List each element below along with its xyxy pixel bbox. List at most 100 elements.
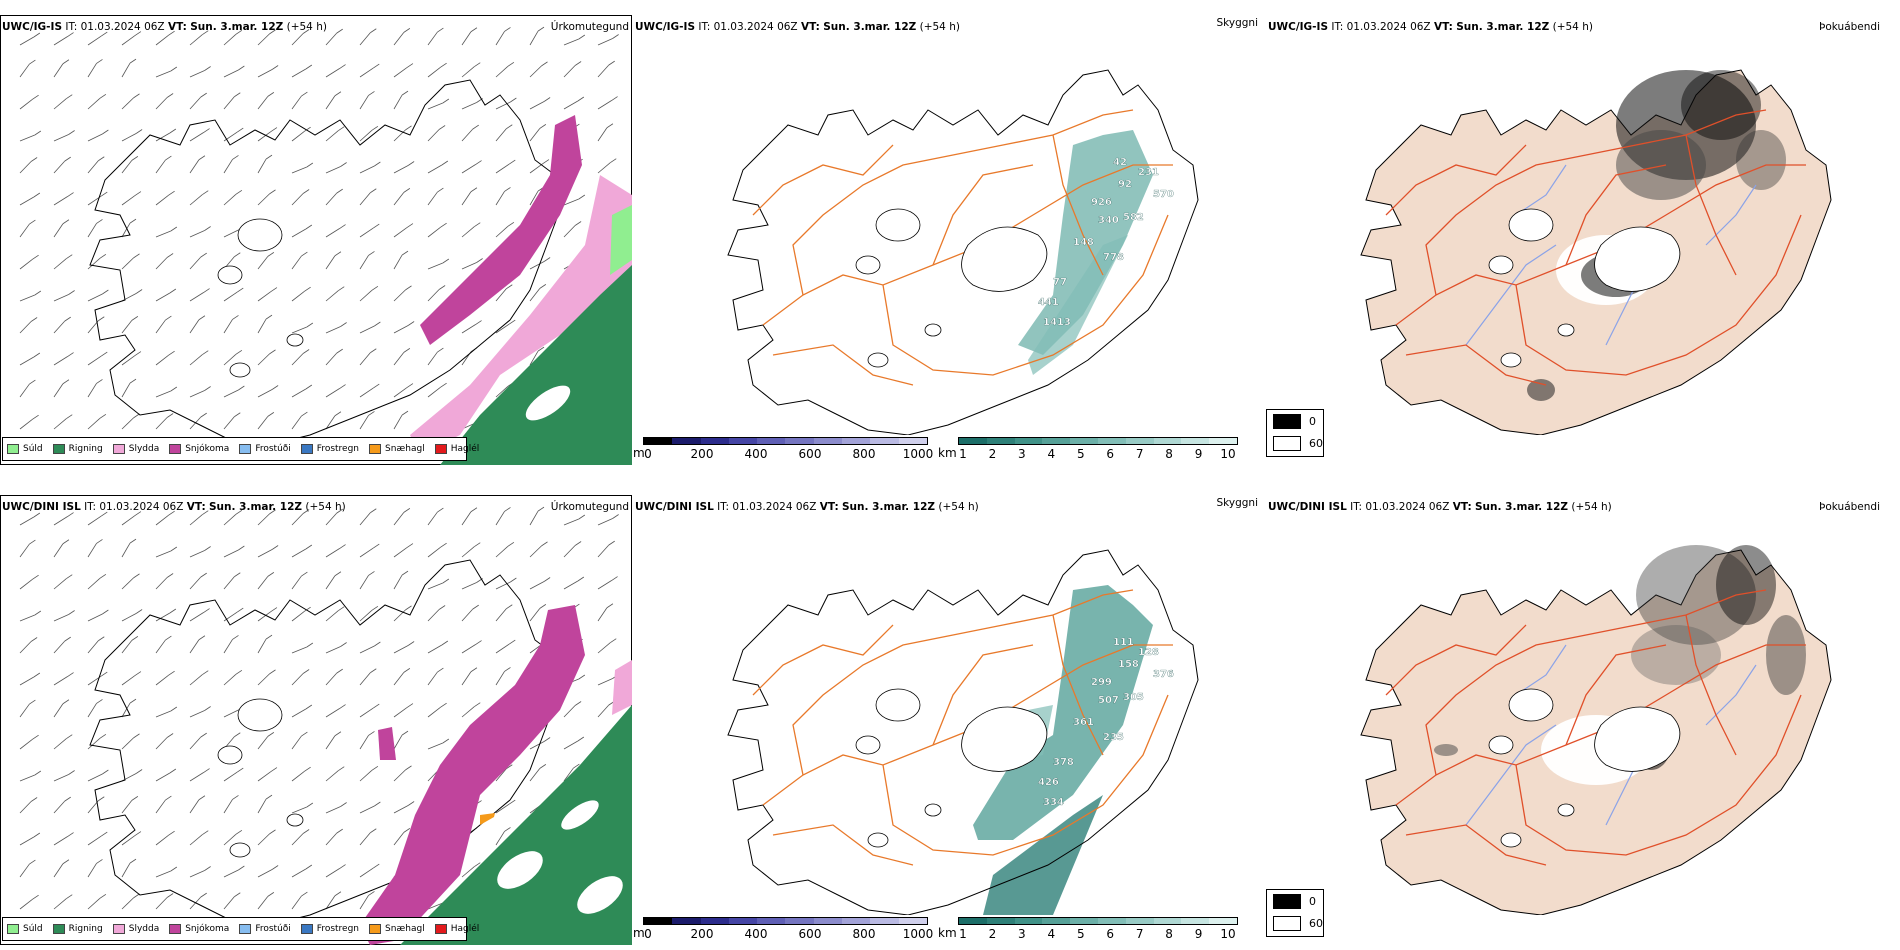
wind-barb xyxy=(189,132,204,142)
wind-barb xyxy=(87,863,97,878)
colorbar-m-unit: m xyxy=(633,926,645,940)
wind-barb xyxy=(257,736,269,750)
wind-barb xyxy=(359,227,374,238)
wind-barb xyxy=(53,294,69,302)
wind-barb xyxy=(19,738,33,750)
wind-barb-feather xyxy=(339,544,346,549)
wind-barb-feather xyxy=(170,386,178,392)
wind-barb-feather xyxy=(200,572,207,578)
wind-barb xyxy=(427,671,438,686)
wind-barb xyxy=(427,66,441,78)
colorbar-segment xyxy=(728,918,758,924)
colorbar-segment xyxy=(672,438,701,444)
wind-barb xyxy=(461,866,475,878)
wind-barb xyxy=(529,190,539,206)
wind-barb-feather xyxy=(470,27,478,33)
wind-barb xyxy=(325,708,340,718)
wind-barb xyxy=(87,773,103,782)
wind-barb-feather xyxy=(238,865,245,871)
wind-barb-feather xyxy=(368,411,375,416)
road xyxy=(752,144,894,216)
road xyxy=(932,164,1034,266)
wind-barb xyxy=(121,542,131,558)
wind-barb-feather xyxy=(334,571,342,577)
wind-barb-feather xyxy=(305,384,313,390)
wind-barb-feather xyxy=(573,763,580,769)
panel-header: UWC/IG-IS IT: 01.03.2024 06Z VT: Sun. 3.… xyxy=(635,21,960,33)
road xyxy=(1685,614,1737,756)
wind-barb xyxy=(257,673,270,686)
wind-barb xyxy=(223,673,237,686)
wind-barb xyxy=(223,319,233,334)
wind-barb-feather xyxy=(442,578,450,584)
wind-barb-feather xyxy=(204,706,211,711)
wind-barb xyxy=(155,772,171,782)
wind-barb-feather xyxy=(336,828,343,834)
wind-barb xyxy=(19,418,33,430)
wind-barb-feather xyxy=(542,159,550,164)
wind-barb-feather xyxy=(33,672,41,678)
wind-barb-feather xyxy=(510,97,517,103)
colorbar-tick: 3 xyxy=(1018,927,1026,941)
road xyxy=(1425,589,1767,776)
wind-barb-feather xyxy=(267,92,275,97)
wind-barb-feather xyxy=(102,289,109,295)
wind-barb-feather xyxy=(99,573,107,579)
visibility-label: 441 xyxy=(1038,297,1059,308)
wind-barb-feather xyxy=(271,385,279,390)
wind-barb xyxy=(257,193,270,206)
wind-barb-feather xyxy=(267,732,275,737)
wind-barb xyxy=(189,319,200,334)
wind-barb xyxy=(155,257,168,270)
colorbar-tick: 4 xyxy=(1047,447,1056,461)
wind-barb xyxy=(597,678,613,686)
fog-legend-swatch xyxy=(1273,436,1301,451)
wind-barb xyxy=(427,742,443,750)
wind-barb-feather xyxy=(504,27,511,32)
wind-barb-feather xyxy=(475,640,482,645)
wind-barb-feather xyxy=(302,829,310,834)
wind-barb xyxy=(359,387,374,398)
wind-barb xyxy=(291,646,307,654)
glacier-outline xyxy=(855,255,881,275)
wind-barb xyxy=(563,518,579,526)
wind-barb xyxy=(359,129,373,142)
wind-barb-feather xyxy=(336,508,343,514)
wind-barb-feather xyxy=(165,155,172,161)
wind-barb-feather xyxy=(306,322,314,328)
wind-barb-feather xyxy=(304,606,311,612)
legend-item: Rigning xyxy=(52,444,103,454)
wind-barb-feather xyxy=(62,379,70,385)
wind-barb-feather xyxy=(131,796,139,801)
road xyxy=(1565,644,1667,746)
fog-legend-row: 0 xyxy=(1273,414,1316,429)
legend-item: Haglél xyxy=(434,444,479,454)
wind-barb xyxy=(393,129,406,142)
wind-barb-feather xyxy=(338,606,345,612)
wind-barb-feather xyxy=(30,157,38,162)
wind-barb xyxy=(87,577,101,590)
fog-panel-igis: UWC/IG-IS IT: 01.03.2024 06Z VT: Sun. 3.… xyxy=(1266,15,1900,465)
wind-barb xyxy=(257,416,269,430)
wind-barb-feather xyxy=(101,671,108,677)
wind-barb-feather xyxy=(405,285,412,291)
wind-barb-feather xyxy=(336,348,343,354)
road xyxy=(762,164,1173,326)
wind-barb xyxy=(223,416,235,430)
wind-barb xyxy=(189,256,202,270)
wind-barb-feather xyxy=(543,737,551,742)
visibility-label: 77 xyxy=(1053,277,1067,288)
wind-barb-feather xyxy=(370,508,377,514)
visibility-label: 111 xyxy=(1113,637,1134,648)
colorbar-segment xyxy=(959,918,987,924)
wind-barb-feather xyxy=(401,250,409,256)
wind-barb xyxy=(189,799,200,814)
colorbar-m-ticks: 0 200 400 600 800 1000 xyxy=(633,447,933,461)
wind-barb-feather xyxy=(265,154,273,160)
wind-barb xyxy=(461,164,476,174)
wind-barb xyxy=(19,294,35,302)
colorbar-km-unit: km xyxy=(938,446,957,460)
wind-barb xyxy=(19,63,30,78)
vt-label: VT: xyxy=(800,21,820,33)
colorbar-tick: 5 xyxy=(1076,927,1085,941)
